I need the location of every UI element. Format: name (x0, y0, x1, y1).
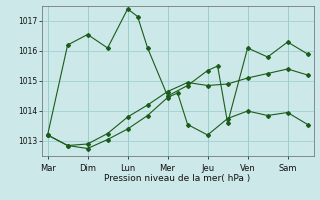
X-axis label: Pression niveau de la mer( hPa ): Pression niveau de la mer( hPa ) (104, 174, 251, 183)
